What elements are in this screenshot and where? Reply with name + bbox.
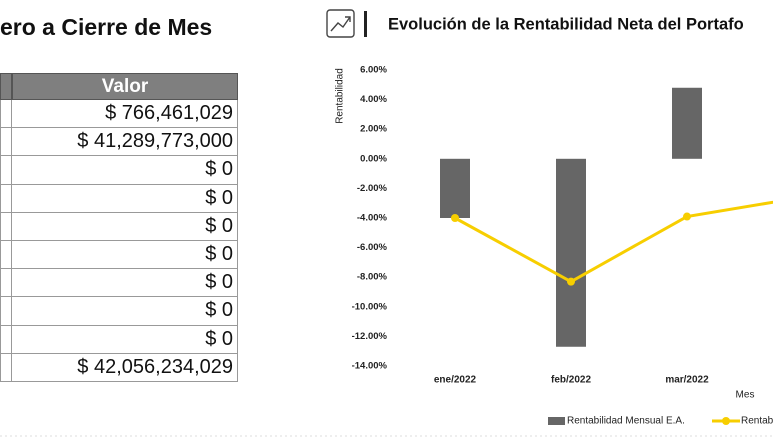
table-row: $ 766,461,029 bbox=[0, 100, 238, 129]
x-axis-label: Mes bbox=[736, 390, 755, 401]
value-cell: $ 0 bbox=[12, 297, 238, 326]
chart-icon bbox=[326, 9, 355, 38]
bar bbox=[672, 87, 702, 159]
cell bbox=[0, 240, 12, 270]
table-header: Valor bbox=[0, 73, 238, 100]
table-row: $ 0 bbox=[0, 297, 238, 326]
y-tick-label: -4.00% bbox=[357, 213, 388, 224]
line-point bbox=[683, 212, 691, 221]
x-tick-label: ene/2022 bbox=[434, 375, 477, 386]
y-tick-label: -14.00% bbox=[352, 361, 388, 372]
y-tick-label: -10.00% bbox=[352, 301, 388, 312]
table-row: $ 41,289,773,000 bbox=[0, 128, 238, 157]
table-row: $ 42,056,234,029 bbox=[0, 353, 238, 382]
header-cell bbox=[0, 73, 12, 100]
value-cell: $ 0 bbox=[12, 240, 238, 270]
table: Valor $ 766,461,029 $ 41,289,773,000 $ 0 $ … bbox=[0, 73, 238, 382]
legend-label: Rentabil bbox=[741, 416, 773, 427]
y-tick-label: 2.00% bbox=[360, 124, 387, 135]
table-body: $ 766,461,029 $ 41,289,773,000 $ 0 $ 0 $ 0 $ … bbox=[0, 100, 238, 382]
cell bbox=[0, 100, 12, 129]
value-cell: $ 0 bbox=[12, 269, 238, 298]
cell bbox=[0, 353, 12, 382]
value-cell: $ 0 bbox=[12, 325, 238, 354]
line-point bbox=[567, 277, 575, 286]
cell bbox=[0, 128, 12, 157]
table-row: $ 0 bbox=[0, 240, 238, 270]
table-title: ero a Cierre de Mes bbox=[0, 14, 213, 40]
value-cell: $ 0 bbox=[12, 156, 238, 185]
bar bbox=[440, 158, 470, 218]
x-tick-label: feb/2022 bbox=[551, 375, 591, 386]
value-cell: $ 0 bbox=[12, 212, 238, 241]
y-tick-label: 0.00% bbox=[360, 153, 387, 164]
legend-swatch bbox=[548, 417, 565, 425]
line-point bbox=[451, 214, 459, 222]
chart-title: Evolución de la Rentabilidad Neta del Po… bbox=[388, 15, 744, 33]
cell bbox=[0, 184, 12, 213]
legend-swatch bbox=[722, 417, 730, 425]
cell bbox=[0, 269, 12, 298]
table-row: $ 0 bbox=[0, 184, 238, 213]
y-tick-label: 6.00% bbox=[360, 65, 387, 76]
y-tick-label: 4.00% bbox=[360, 94, 387, 105]
y-tick-label: -8.00% bbox=[357, 272, 388, 283]
cell bbox=[0, 325, 12, 354]
table-row: $ 0 bbox=[0, 269, 238, 298]
y-tick-label: -12.00% bbox=[352, 331, 388, 342]
cell bbox=[0, 156, 12, 185]
cell bbox=[0, 212, 12, 241]
y-tick-label: -2.00% bbox=[357, 183, 388, 194]
bar bbox=[556, 158, 586, 347]
value-cell: $ 42,056,234,029 bbox=[12, 353, 238, 382]
value-cell: $ 766,461,029 bbox=[12, 100, 238, 129]
y-axis-label: Rentabilidad bbox=[335, 68, 346, 124]
separator bbox=[364, 11, 367, 37]
header-cell: Valor bbox=[12, 73, 238, 100]
cell bbox=[0, 297, 12, 326]
value-cell: $ 41,289,773,000 bbox=[12, 128, 238, 157]
value-cell: $ 0 bbox=[12, 184, 238, 213]
table-row: $ 0 bbox=[0, 156, 238, 185]
x-tick-label: mar/2022 bbox=[665, 375, 709, 386]
line bbox=[454, 200, 773, 284]
table-row: $ 0 bbox=[0, 212, 238, 241]
y-tick-label: -6.00% bbox=[357, 242, 388, 253]
table-row: $ 0 bbox=[0, 325, 238, 354]
legend-label: Rentabilidad Mensual E.A. bbox=[567, 416, 685, 427]
